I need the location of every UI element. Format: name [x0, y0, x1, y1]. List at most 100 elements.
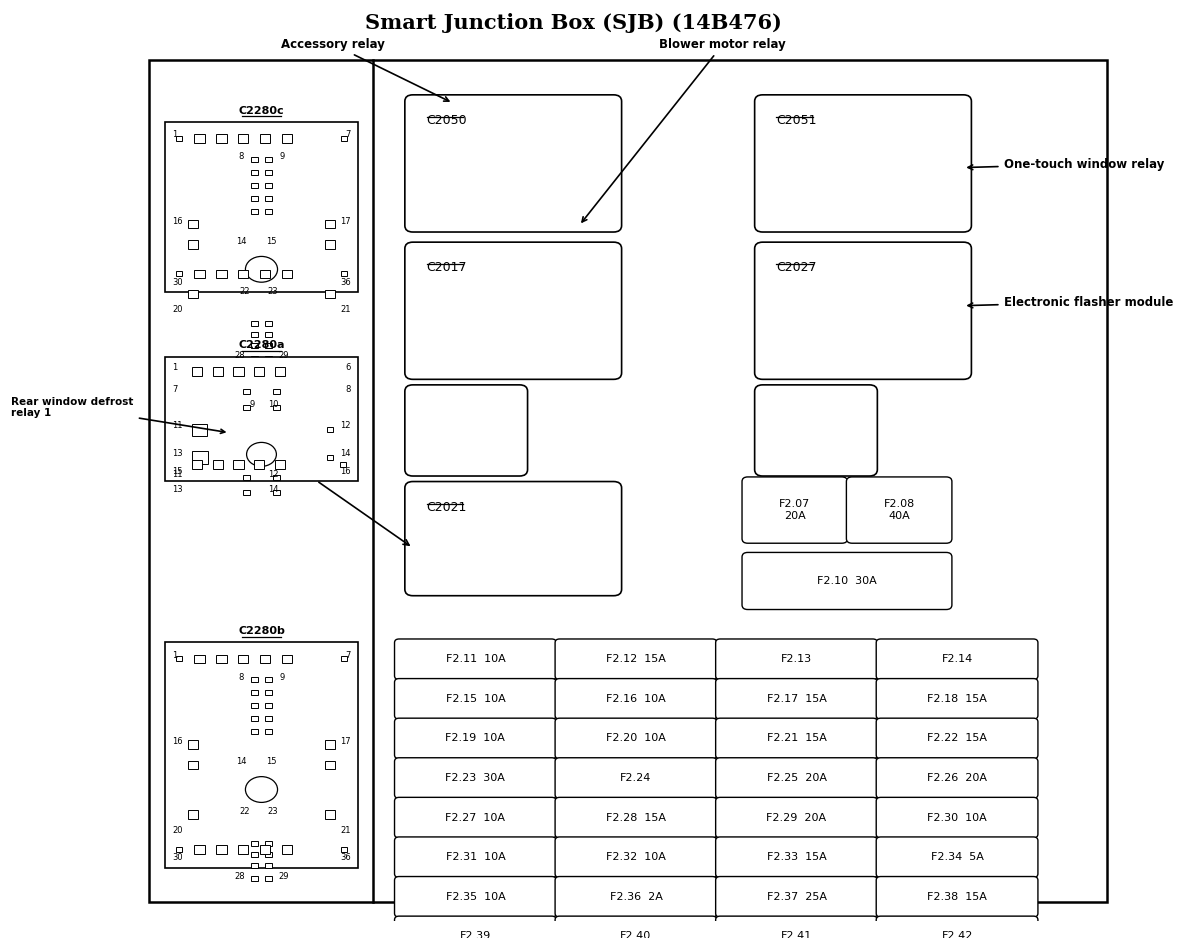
Text: C2050: C2050: [427, 114, 467, 128]
Bar: [265, 690, 271, 695]
Text: C2021: C2021: [427, 501, 467, 514]
Bar: [252, 332, 258, 338]
Text: 15: 15: [266, 757, 276, 766]
Bar: [187, 761, 198, 769]
Bar: [282, 270, 292, 278]
Text: F2.08
40A: F2.08 40A: [883, 499, 914, 521]
Bar: [244, 475, 250, 480]
Text: C2280c: C2280c: [239, 106, 284, 115]
Text: F2.32  10A: F2.32 10A: [606, 853, 666, 862]
Bar: [216, 270, 227, 278]
Bar: [274, 405, 280, 410]
Bar: [194, 270, 205, 278]
Bar: [341, 271, 347, 277]
Bar: [265, 841, 271, 846]
Bar: [192, 424, 208, 435]
Text: 12: 12: [341, 421, 350, 431]
Bar: [265, 209, 271, 214]
Text: 1: 1: [172, 651, 178, 659]
Text: F2.16  10A: F2.16 10A: [606, 694, 666, 704]
Text: One-touch window relay: One-touch window relay: [968, 158, 1164, 171]
FancyBboxPatch shape: [755, 95, 972, 232]
Bar: [341, 136, 347, 141]
Bar: [259, 270, 270, 278]
Bar: [341, 847, 347, 852]
Text: F2.37  25A: F2.37 25A: [767, 892, 827, 901]
FancyBboxPatch shape: [715, 719, 877, 759]
Bar: [254, 368, 264, 375]
Text: 17: 17: [341, 737, 350, 746]
FancyBboxPatch shape: [715, 797, 877, 838]
Bar: [252, 321, 258, 326]
Bar: [166, 643, 358, 868]
Bar: [252, 196, 258, 201]
Text: 21: 21: [341, 306, 350, 314]
Text: F2.13: F2.13: [781, 654, 812, 664]
Bar: [252, 343, 258, 348]
Bar: [244, 405, 250, 410]
Text: F2.18  15A: F2.18 15A: [928, 694, 988, 704]
Bar: [254, 461, 264, 469]
Text: F2.12  15A: F2.12 15A: [606, 654, 666, 664]
Text: Smart Junction Box (SJB) (14B476): Smart Junction Box (SJB) (14B476): [365, 13, 782, 33]
FancyBboxPatch shape: [742, 552, 952, 610]
Bar: [212, 368, 223, 375]
Bar: [149, 60, 1106, 902]
FancyBboxPatch shape: [556, 876, 716, 917]
Bar: [187, 240, 198, 249]
Text: F2.21  15A: F2.21 15A: [767, 734, 827, 744]
Bar: [175, 847, 182, 852]
Text: 9: 9: [250, 401, 254, 409]
Bar: [265, 853, 271, 857]
Text: F2.42: F2.42: [941, 931, 973, 938]
Bar: [265, 677, 271, 683]
Text: 28: 28: [234, 871, 245, 881]
Bar: [265, 356, 271, 361]
FancyBboxPatch shape: [395, 678, 557, 719]
FancyBboxPatch shape: [556, 758, 716, 798]
FancyBboxPatch shape: [742, 477, 847, 543]
Text: F2.19  10A: F2.19 10A: [445, 734, 505, 744]
Text: 9: 9: [280, 673, 284, 682]
Text: 14: 14: [236, 237, 246, 246]
Text: F2.11  10A: F2.11 10A: [445, 654, 505, 664]
Bar: [212, 461, 223, 469]
Bar: [244, 490, 250, 494]
Text: 7: 7: [346, 651, 350, 659]
Bar: [252, 677, 258, 683]
FancyBboxPatch shape: [715, 639, 877, 679]
Text: 7: 7: [172, 385, 178, 394]
Text: F2.39: F2.39: [460, 931, 491, 938]
Bar: [259, 845, 270, 854]
Bar: [274, 490, 280, 494]
Text: F2.07
20A: F2.07 20A: [779, 499, 810, 521]
Text: 30: 30: [172, 854, 182, 862]
FancyBboxPatch shape: [556, 837, 716, 877]
Bar: [216, 655, 227, 663]
Bar: [244, 389, 250, 394]
Text: 23: 23: [268, 807, 278, 816]
Bar: [252, 841, 258, 846]
Text: 36: 36: [340, 854, 350, 862]
Text: 1: 1: [172, 130, 178, 140]
Bar: [175, 657, 182, 661]
Text: C2051: C2051: [776, 114, 817, 128]
Text: 16: 16: [172, 217, 182, 226]
Text: 1: 1: [172, 363, 178, 372]
FancyBboxPatch shape: [556, 639, 716, 679]
Bar: [265, 170, 271, 175]
Text: F2.34  5A: F2.34 5A: [931, 853, 984, 862]
Bar: [275, 461, 284, 469]
Text: 11: 11: [172, 421, 182, 431]
Text: F2.29  20A: F2.29 20A: [767, 812, 827, 823]
Text: C2027: C2027: [776, 262, 817, 275]
FancyBboxPatch shape: [395, 719, 557, 759]
Text: 13: 13: [172, 485, 182, 494]
Bar: [325, 740, 336, 749]
Text: 10: 10: [269, 401, 278, 409]
Text: Accessory relay: Accessory relay: [281, 38, 449, 101]
Bar: [192, 368, 203, 375]
Bar: [282, 655, 292, 663]
Bar: [216, 134, 227, 143]
Text: Blower motor relay: Blower motor relay: [582, 38, 786, 222]
